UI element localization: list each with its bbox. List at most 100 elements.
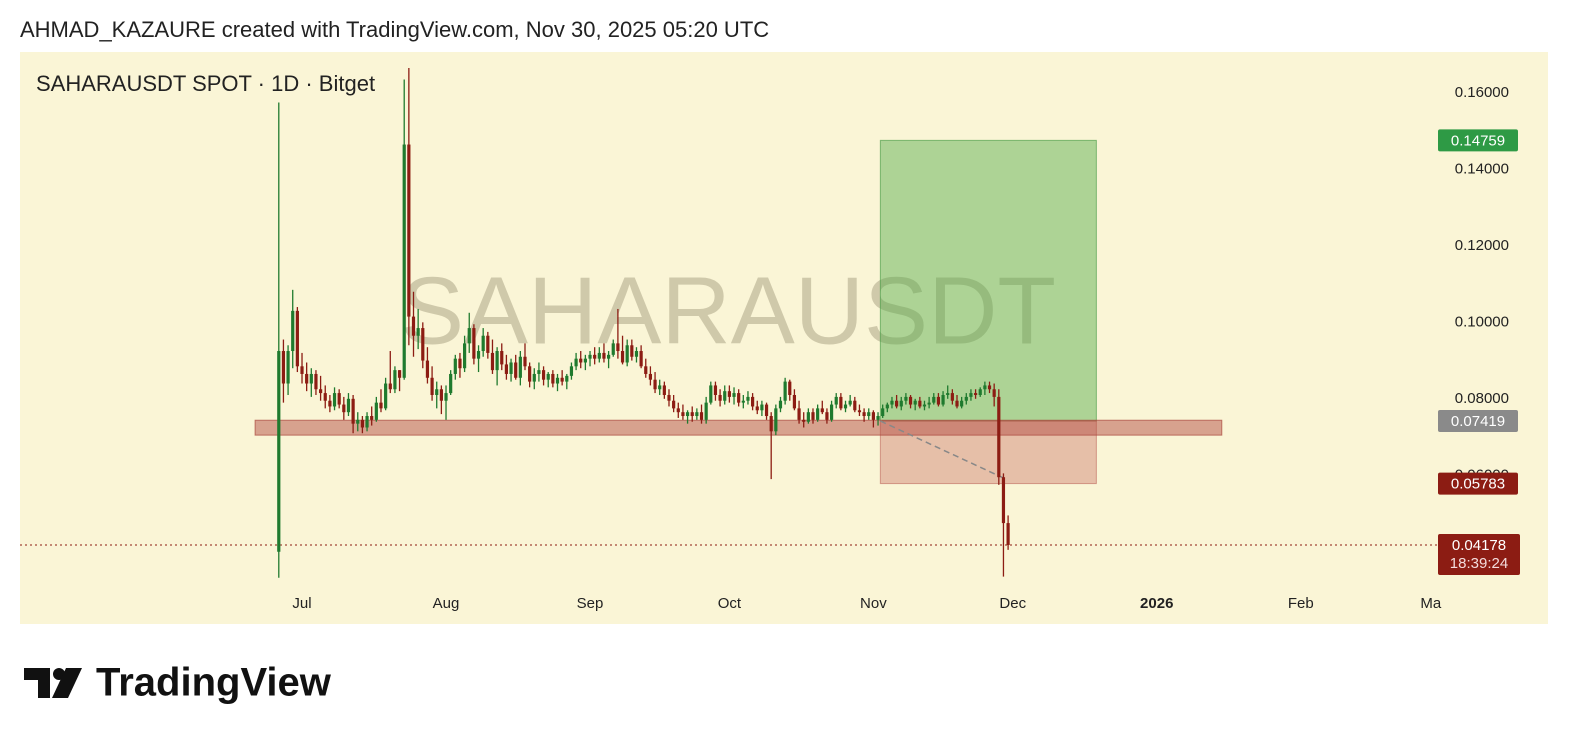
candle-body [611,343,615,355]
candle-body [309,373,313,384]
candle-body [946,393,950,395]
candle-body [481,335,485,352]
candle-body [351,398,355,424]
candle-body [816,408,820,420]
y-tick-label: 0.08000 [1455,390,1509,407]
candle-body [323,393,327,401]
x-tick-label: 2026 [1140,595,1173,612]
x-tick-label: Feb [1288,595,1314,612]
candle-body [509,362,513,374]
y-tick-label: 0.12000 [1455,237,1509,254]
candle-body [328,400,332,407]
candle-body [699,412,704,420]
support-zone [254,419,1223,436]
candle-body [560,377,564,382]
candle-body [583,358,587,363]
candle-body [314,373,318,390]
candle-body [458,358,462,369]
candle-body [885,404,889,409]
candle-body [862,412,866,417]
candle-body [393,370,397,390]
candle-body [453,358,457,374]
candle-body [788,381,792,395]
candle-body [537,370,541,374]
price-label-box [1438,410,1518,433]
price-label: 0.14759 [1451,132,1505,149]
candle-body [565,375,569,382]
candle-body [811,412,815,420]
candle-body [332,393,337,407]
candle-body [737,393,741,403]
logo-mark [52,668,82,698]
candle-body [672,400,676,409]
candle-body [504,364,509,374]
candle-body [616,343,620,352]
last-price-box [1438,533,1520,575]
candle-body [741,400,745,403]
candle-body [472,328,476,359]
countdown: 18:39:24 [1450,555,1508,572]
candle-body [630,345,634,357]
candle-body [774,408,778,432]
candle-body [486,335,490,353]
candle-body [518,356,522,378]
candle-body [528,366,532,382]
candle-body [908,396,913,405]
candle-body [365,416,369,428]
candle-body [574,358,578,367]
candle-body [848,400,852,405]
logo-mark [24,668,50,698]
candle-body [439,389,443,401]
candle-body [713,385,718,395]
candle-body [430,377,434,395]
watermark: SAHARAUSDT [400,257,1056,364]
candle-body [964,396,968,401]
candle-body [286,351,290,384]
candle-body [913,400,917,405]
candle-body [853,400,857,411]
plot-area: SAHARAUSDT [20,68,1437,578]
candle-body [843,404,848,409]
candle-body [881,408,885,417]
candle-body [755,406,759,411]
candle-body [778,400,783,409]
candle-body [973,393,978,395]
candle-body [346,398,351,413]
candle-body [500,351,504,365]
candle-body [681,412,685,417]
candle-body [732,393,736,397]
candle-body [384,383,388,409]
candle-body [356,419,360,424]
x-tick-label: Oct [718,595,742,612]
candle-body [644,366,648,374]
candle-body [950,393,954,401]
candle-body [932,396,936,403]
candle-body [277,351,281,552]
candle-body [569,366,574,376]
candle-body [760,404,764,411]
candle-body [295,310,299,367]
candle-body [449,373,453,394]
candle-body [421,328,425,361]
candle-body [876,416,880,420]
candle-body [579,358,583,363]
logo: TradingView [24,661,332,705]
candle-body [281,351,286,384]
candle-body [751,396,755,407]
candle-body [834,396,838,405]
candle-body [839,396,843,409]
price-label-box [1438,472,1518,495]
candle-body [904,396,908,401]
candle-body [695,412,699,417]
candle-body [476,351,481,359]
candle-body [588,354,592,359]
candle-body [727,391,731,397]
candle-body [992,389,996,397]
candle-body [620,351,625,363]
y-tick-label: 0.14000 [1455,160,1509,177]
header: AHMAD_KAZAURE created with TradingView.c… [20,17,769,42]
x-tick-label: Sep [577,595,604,612]
candle-body [857,410,862,413]
candle-body [987,385,992,390]
candle-body [806,412,810,422]
